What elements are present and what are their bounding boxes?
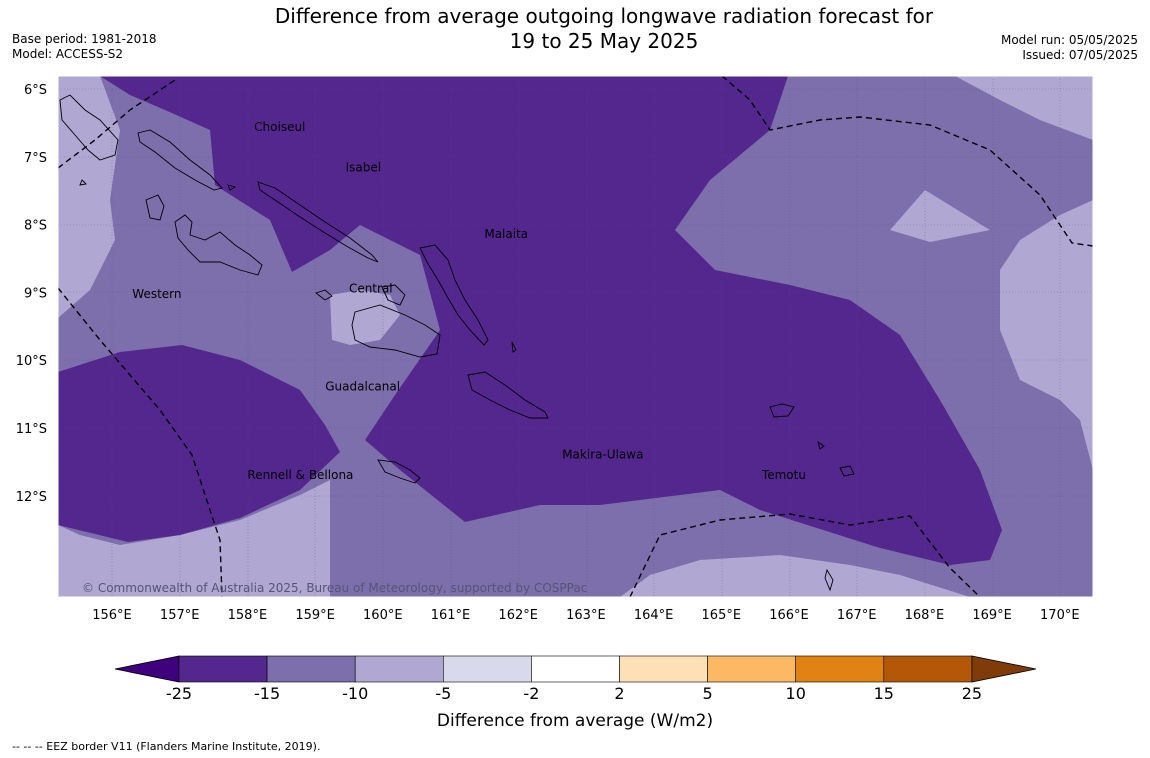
region-label: Malaita (484, 227, 528, 241)
island-small (79, 179, 834, 592)
colorbar-segment (178, 655, 268, 683)
map-frame (57, 75, 1094, 598)
contour-band-minus10-minus5 (330, 290, 400, 345)
eez-border (721, 76, 1093, 247)
eez-footnote: -- -- -- EEZ border V11 (Flanders Marine… (12, 740, 321, 753)
run-issue-info: Model run: 05/05/2025 Issued: 07/05/2025 (1001, 33, 1138, 63)
latitude-tick-label: 6°S (24, 83, 47, 98)
colorbar-tick-label: -2 (523, 684, 539, 703)
base-model-info: Base period: 1981-2018 Model: ACCESS-S2 (12, 32, 157, 62)
longitude-tick-label: 168°E (905, 608, 945, 623)
base-period: Base period: 1981-2018 (12, 32, 157, 46)
colorbar-tick-label: -5 (435, 684, 451, 703)
contour-band-minus25-minus15 (100, 76, 1002, 565)
region-label: Temotu (761, 468, 806, 482)
latitude-tick-label: 9°S (24, 286, 47, 301)
longitude-tick-label: 158°E (228, 608, 268, 623)
contour-band-minus10-minus5 (955, 76, 1093, 140)
model-name: Model: ACCESS-S2 (12, 47, 124, 61)
chart-title: Difference from average outgoing longwav… (250, 4, 958, 54)
region-label: Central (349, 281, 393, 295)
region-label: Rennell & Bellona (247, 468, 353, 482)
coastlines (59, 94, 855, 592)
latitude-tick-label: 11°S (16, 422, 47, 437)
contour-band-minus10-minus5 (890, 190, 990, 242)
colorbar-tick-label: 15 (874, 684, 894, 703)
contour-band-minus10-minus5 (58, 76, 120, 318)
contour-band-minus10-minus5 (58, 480, 330, 597)
island-isabel (257, 181, 379, 263)
colorbar: -25 -15 -10 -5 -2 2 5 10 15 25 (114, 655, 1036, 703)
island-new-georgia (174, 214, 263, 276)
colorbar-under-extension (114, 655, 180, 683)
longitude-tick-label: 169°E (972, 608, 1012, 623)
colorbar-tick-label: -25 (166, 684, 192, 703)
longitude-tick-label: 156°E (92, 608, 132, 623)
longitude-tick-label: 166°E (769, 608, 809, 623)
colorbar-title: Difference from average (W/m2) (437, 711, 713, 731)
longitude-tick-label: 159°E (295, 608, 335, 623)
region-label: Choiseul (254, 120, 305, 134)
eez-border (629, 513, 981, 597)
island-nggela (315, 284, 406, 306)
colorbar-segment (795, 655, 885, 683)
region-label: Western (132, 287, 181, 301)
region-label: Guadalcanal (325, 380, 400, 394)
latitude-labels: 6°S 7°S 8°S 9°S 10°S 11°S 12°S (16, 83, 47, 505)
longitude-tick-label: 157°E (160, 608, 200, 623)
colorbar-tick-label: 10 (786, 684, 806, 703)
title-line-1: Difference from average outgoing longwav… (274, 4, 934, 28)
contour-band-minus10-minus5 (1000, 200, 1093, 470)
colorbar-tick-label: -10 (342, 684, 368, 703)
title-line-2: 19 to 25 May 2025 (509, 29, 699, 53)
colorbar-tick-label: 5 (703, 684, 713, 703)
longitude-tick-label: 161°E (431, 608, 471, 623)
island-santa-cruz (769, 403, 855, 477)
island-guadalcanal (351, 304, 441, 358)
longitude-tick-label: 170°E (1040, 608, 1080, 623)
colorbar-tick-label: 25 (962, 684, 982, 703)
longitude-tick-label: 163°E (566, 608, 606, 623)
colorbar-segment (354, 655, 444, 683)
latitude-tick-label: 8°S (24, 219, 47, 234)
latitude-tick-label: 10°S (16, 354, 47, 369)
region-label: Makira-Ulawa (562, 448, 643, 462)
region-label: Isabel (346, 161, 381, 175)
issued-date: Issued: 07/05/2025 (1022, 48, 1138, 62)
eez-border (58, 77, 179, 169)
longitude-tick-label: 160°E (363, 608, 403, 623)
longitude-tick-label: 165°E (702, 608, 742, 623)
copyright-text: © Commonwealth of Australia 2025, Bureau… (82, 581, 587, 595)
longitude-tick-label: 167°E (837, 608, 877, 623)
island-vella-lavella (145, 194, 165, 221)
longitude-tick-label: 164°E (634, 608, 674, 623)
eez-border (58, 287, 223, 597)
contour-band-minus25-minus15 (58, 345, 340, 542)
island-choiseul (137, 129, 223, 191)
region-labels: Choiseul Isabel Malaita Central Western Guada… (132, 120, 806, 482)
colorbar-tick-label: 2 (614, 684, 624, 703)
colorbar-segment (707, 655, 796, 683)
latitude-tick-label: 12°S (16, 490, 47, 505)
colorbar-segment (266, 655, 356, 683)
colorbar-tick-label: -15 (254, 684, 280, 703)
colorbar-segment (531, 655, 620, 683)
map-area (58, 76, 1093, 597)
model-run: Model run: 05/05/2025 (1000, 33, 1138, 47)
island-makira (467, 371, 549, 419)
eez-border-lines (58, 76, 1093, 597)
island-malaita (419, 244, 489, 346)
contour-band-minus10-minus5 (620, 555, 970, 597)
colorbar-segment (883, 655, 973, 683)
colorbar-segment (619, 655, 708, 683)
latitude-tick-label: 7°S (24, 151, 47, 166)
colorbar-segment (442, 655, 532, 683)
longitude-tick-label: 162°E (498, 608, 538, 623)
colorbar-over-extension (971, 655, 1036, 683)
island-rennell (377, 459, 421, 484)
island-western-north (59, 94, 119, 161)
longitude-labels: 156°E 157°E 158°E 159°E 160°E 161°E 162°E 163°E… (92, 608, 1079, 623)
